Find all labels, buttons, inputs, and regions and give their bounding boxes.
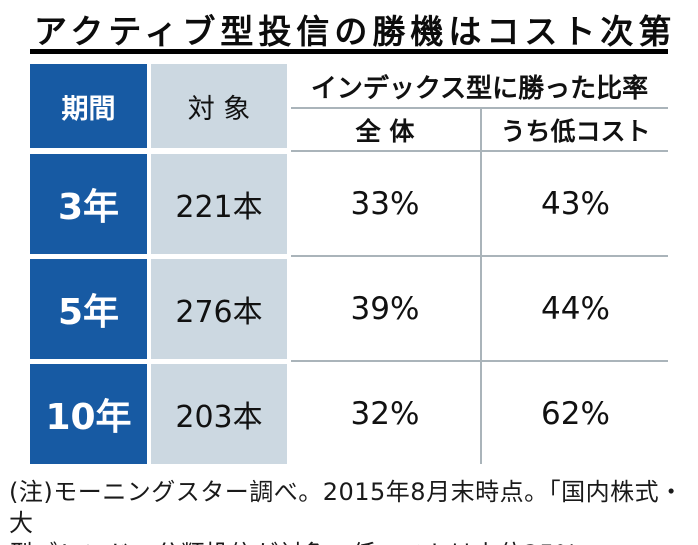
footnote-line-2: 型ブレンド」分類投信が対象。低コストは上位25% xyxy=(9,539,697,545)
title-underline xyxy=(30,49,668,54)
header-period: 期間 xyxy=(30,64,147,148)
cell-target-5y: 276本 xyxy=(151,259,287,359)
divider-under-subheader xyxy=(291,150,668,152)
footnote-line-1: (注)モーニングスター調べ。2015年8月末時点。「国内株式・大 xyxy=(9,478,684,537)
header-ratio-group: インデックス型に勝った比率 xyxy=(291,64,668,108)
divider-row1-row2 xyxy=(291,255,668,257)
cell-period-10y: 10年 xyxy=(30,364,147,464)
divider-row2-row3 xyxy=(291,360,668,362)
header-low-cost: うち低コスト xyxy=(483,110,668,150)
cell-overall-5y: 39% xyxy=(291,259,479,359)
cell-period-3y: 3年 xyxy=(30,154,147,254)
divider-overall-lowcost xyxy=(480,109,482,464)
cell-lowcost-10y: 62% xyxy=(483,364,668,464)
header-overall: 全 体 xyxy=(291,110,479,150)
cell-lowcost-3y: 43% xyxy=(483,154,668,254)
cell-overall-3y: 33% xyxy=(291,154,479,254)
cell-overall-10y: 32% xyxy=(291,364,479,464)
cell-period-5y: 5年 xyxy=(30,259,147,359)
footnote: (注)モーニングスター調べ。2015年8月末時点。「国内株式・大 型ブレンド」分… xyxy=(9,477,697,545)
header-target: 対 象 xyxy=(151,64,287,148)
page-title: アクティブ型投信の勝機はコスト次第 xyxy=(34,12,677,51)
cell-target-3y: 221本 xyxy=(151,154,287,254)
cell-lowcost-5y: 44% xyxy=(483,259,668,359)
divider-under-ratio-header xyxy=(291,107,668,109)
cell-target-10y: 203本 xyxy=(151,364,287,464)
